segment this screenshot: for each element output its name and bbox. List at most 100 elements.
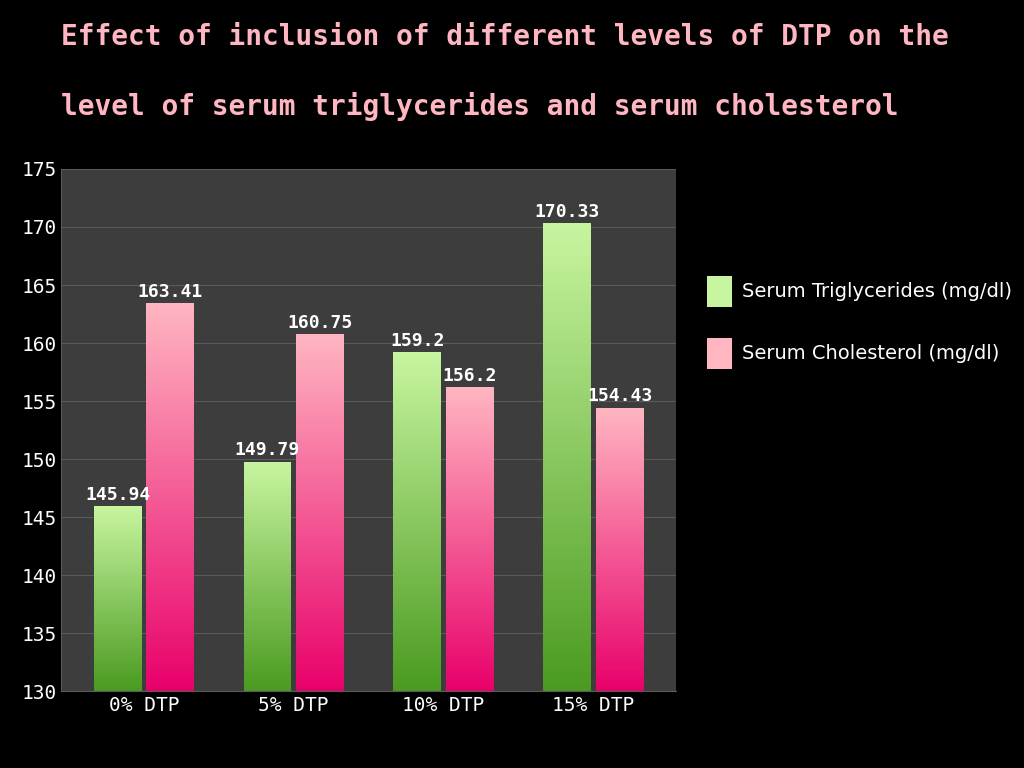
Bar	[244, 566, 292, 568]
Bar	[445, 472, 494, 474]
Bar	[445, 518, 494, 519]
Bar	[543, 457, 591, 459]
Bar	[445, 597, 494, 598]
Bar	[146, 643, 195, 644]
Bar	[296, 498, 344, 500]
Bar	[393, 686, 441, 688]
Bar	[146, 425, 195, 428]
Bar	[596, 660, 644, 661]
Bar	[543, 649, 591, 651]
Bar	[543, 642, 591, 644]
Bar	[296, 377, 344, 379]
Bar	[296, 508, 344, 509]
Bar	[445, 500, 494, 502]
Bar	[445, 623, 494, 624]
Bar	[445, 592, 494, 594]
Bar	[393, 541, 441, 542]
Bar	[146, 680, 195, 681]
Bar	[146, 447, 195, 449]
Bar	[445, 515, 494, 516]
Bar	[596, 611, 644, 612]
Bar	[393, 684, 441, 686]
Bar	[93, 668, 141, 669]
Bar	[445, 603, 494, 604]
Bar	[244, 680, 292, 681]
Bar	[244, 570, 292, 571]
Bar	[543, 376, 591, 378]
Bar	[296, 475, 344, 477]
Bar	[93, 645, 141, 646]
Bar	[445, 671, 494, 673]
Bar	[296, 671, 344, 674]
Bar	[244, 522, 292, 524]
Bar	[93, 657, 141, 658]
Bar	[296, 397, 344, 399]
Bar	[543, 607, 591, 609]
Bar	[445, 406, 494, 407]
Bar	[596, 627, 644, 629]
Bar	[296, 634, 344, 636]
Bar	[445, 440, 494, 442]
Bar	[146, 676, 195, 677]
Bar	[296, 540, 344, 541]
Bar	[93, 679, 141, 680]
Bar	[543, 270, 591, 273]
Bar	[296, 489, 344, 492]
Bar	[393, 607, 441, 608]
Bar	[543, 249, 591, 251]
Bar	[93, 619, 141, 620]
Bar	[393, 415, 441, 417]
Bar	[244, 551, 292, 552]
Bar	[596, 578, 644, 579]
Bar	[146, 335, 195, 336]
Bar	[296, 679, 344, 680]
Bar	[596, 626, 644, 627]
Bar	[296, 358, 344, 359]
Bar	[393, 476, 441, 478]
Bar	[244, 640, 292, 641]
Bar	[393, 620, 441, 622]
Bar	[543, 439, 591, 441]
Bar	[93, 660, 141, 661]
Bar	[543, 619, 591, 621]
Bar	[445, 524, 494, 525]
Bar	[445, 667, 494, 668]
Bar	[445, 419, 494, 421]
Bar	[296, 575, 344, 577]
Bar	[93, 508, 141, 509]
Bar	[146, 377, 195, 379]
Bar	[596, 582, 644, 584]
Bar	[596, 671, 644, 673]
Bar	[445, 650, 494, 652]
Bar	[445, 507, 494, 508]
Bar	[244, 606, 292, 607]
Bar	[596, 568, 644, 569]
Bar	[543, 682, 591, 684]
Bar	[93, 586, 141, 587]
Bar	[543, 611, 591, 614]
Bar	[596, 581, 644, 582]
Bar	[93, 599, 141, 600]
Bar	[445, 455, 494, 457]
Bar	[93, 510, 141, 511]
Bar	[393, 656, 441, 657]
Bar	[146, 554, 195, 555]
Bar	[296, 541, 344, 543]
Bar	[445, 480, 494, 482]
Bar	[543, 654, 591, 656]
Bar	[596, 511, 644, 512]
Bar	[543, 637, 591, 640]
Bar	[244, 531, 292, 533]
Bar	[93, 545, 141, 546]
Bar	[244, 469, 292, 471]
Bar	[393, 354, 441, 356]
Bar	[445, 521, 494, 522]
Bar	[543, 476, 591, 478]
Bar	[244, 478, 292, 480]
Bar	[393, 498, 441, 500]
Bar	[596, 521, 644, 522]
Bar	[244, 612, 292, 613]
Bar	[445, 659, 494, 660]
Bar	[296, 521, 344, 524]
Bar	[146, 371, 195, 373]
